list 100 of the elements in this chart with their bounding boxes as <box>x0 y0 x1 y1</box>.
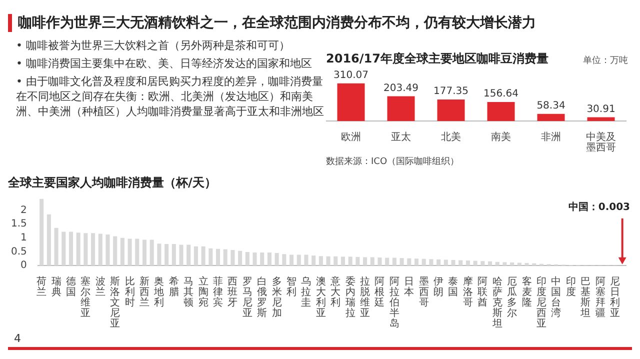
bar <box>113 236 118 266</box>
bar <box>282 254 286 266</box>
bar <box>437 99 465 121</box>
data-label: 58.34 <box>536 100 566 112</box>
x-tick-label: 奥地利 <box>153 275 164 308</box>
data-label: 30.91 <box>586 104 616 115</box>
x-tick-label: 尼日利亚 <box>610 276 620 319</box>
bar <box>488 261 492 266</box>
bar <box>46 214 51 266</box>
bar <box>495 262 500 266</box>
bar <box>252 252 257 266</box>
text: 咖啡作为世界三大无酒精饮料之一，在全球范围内消费分布不均，仍有较大增长潜力 <box>18 14 536 32</box>
bar <box>340 256 345 266</box>
bar <box>458 260 463 266</box>
x-tick-label: 非洲 <box>541 130 561 143</box>
x-tick-label: 中国台湾 <box>551 275 562 319</box>
x-tick-label: 阿联酋 <box>478 276 488 308</box>
bar <box>414 258 419 266</box>
bar <box>537 114 565 121</box>
bar <box>466 260 470 266</box>
bar <box>76 232 80 266</box>
source-note: 数据来源：ICO（国际咖啡组织） <box>326 156 460 168</box>
bar <box>348 256 352 266</box>
bar <box>201 246 206 266</box>
x-tick-label: 荷兰 <box>36 275 47 298</box>
x-tick-label: 澳大利亚 <box>316 275 326 319</box>
x-tick-label: 乌拉圭 <box>301 275 312 308</box>
text: 4 <box>14 332 21 345</box>
bar <box>444 260 448 266</box>
x-tick-label: 客麦隆 <box>522 275 532 308</box>
x-tick-label: 阿根廷 <box>374 276 385 308</box>
x-tick-label: 瑞典 <box>51 275 62 298</box>
bar <box>392 258 396 266</box>
x-tick-label: 中美及墨西哥 <box>586 130 616 154</box>
bar <box>40 198 44 266</box>
bar <box>385 258 390 266</box>
x-tick-label: 印度尼西亚 <box>536 275 546 330</box>
x-tick-label: 阿塞拜疆 <box>595 276 606 319</box>
x-tick-label: 拉脱维亚 <box>360 275 370 319</box>
bar <box>363 257 368 266</box>
x-tick-label: 马其顿 <box>184 276 194 308</box>
bar <box>135 238 140 266</box>
data-label: 177.35 <box>434 86 468 98</box>
bar <box>429 259 434 266</box>
x-tick-label: 比利时 <box>124 275 135 308</box>
chart-title: 2016/17年度全球主要地区咖啡豆消费量 <box>326 51 548 66</box>
data-label: 203.49 <box>384 82 418 94</box>
bar <box>326 256 330 266</box>
bar <box>487 102 515 121</box>
text: • 咖啡消费国主要集中在欧、美、日等经济发达的国家和地区 <box>16 56 313 71</box>
x-tick-label: 斯洛文尼亚 <box>110 275 120 330</box>
text: • 咖啡被誉为世界三大饮料之首（另外两种是茶和可可） <box>16 38 291 53</box>
x-tick-label: 日本 <box>404 276 414 298</box>
x-tick-label: 伊朗 <box>434 276 444 298</box>
x-tick-label: 泰国 <box>448 276 458 298</box>
x-tick-label: 欧洲 <box>341 130 361 143</box>
x-tick-label: 哈萨克斯坦 <box>491 275 502 330</box>
bar <box>68 232 74 266</box>
bar <box>157 244 162 266</box>
bar <box>106 234 110 266</box>
bar <box>517 262 522 266</box>
bar <box>334 256 338 266</box>
x-tick-label: 德国 <box>66 276 76 298</box>
bar <box>91 233 96 266</box>
x-tick-label: 希腊 <box>168 275 179 298</box>
bar <box>356 256 360 266</box>
y-tick-label: 2 <box>20 204 27 216</box>
x-tick-label: 塞尔维亚 <box>80 275 91 319</box>
data-label: 310.07 <box>334 70 368 81</box>
bar <box>230 250 235 266</box>
x-tick-label: 南美 <box>491 130 511 143</box>
x-tick-label: 意大利 <box>330 275 341 308</box>
bar <box>436 259 441 266</box>
data-label: 156.64 <box>484 88 518 100</box>
bar <box>54 228 58 266</box>
bar <box>370 257 374 266</box>
bar <box>120 238 124 266</box>
x-tick-label: 智利 <box>286 275 297 298</box>
x-tick-label: 巴基斯坦 <box>580 276 591 319</box>
bar <box>142 240 147 266</box>
x-tick-label: 摩洛哥 <box>462 275 473 308</box>
bar <box>312 256 316 266</box>
bar <box>387 96 415 121</box>
bar <box>451 260 456 266</box>
chart-title: 全球主要国家人均咖啡消费量（杯/天） <box>7 175 216 190</box>
bar <box>378 257 382 266</box>
text: 单位：万吨 <box>583 54 628 67</box>
bar <box>296 254 301 266</box>
bar <box>260 252 264 266</box>
y-tick-label: 1 <box>20 232 27 244</box>
bar <box>172 244 176 266</box>
text: • 由于咖啡文化普及程度和居民购买力程度的差异，咖啡消费量在不同地区之间存在失衡：欧洲、北美洲（发达地区）和南美洲、中美洲（种植区）人均咖啡消费量显著高于亚太和非洲地区 <box>16 74 325 119</box>
bar <box>98 234 102 266</box>
bar <box>267 252 272 266</box>
annotation: 中国：0.003 <box>568 200 630 213</box>
y-tick-label: 1.5 <box>10 218 27 230</box>
bar <box>186 244 191 266</box>
x-tick-label: 西班牙 <box>228 276 238 308</box>
x-tick-label: 委内瑞拉 <box>345 275 356 319</box>
bar <box>62 232 66 266</box>
